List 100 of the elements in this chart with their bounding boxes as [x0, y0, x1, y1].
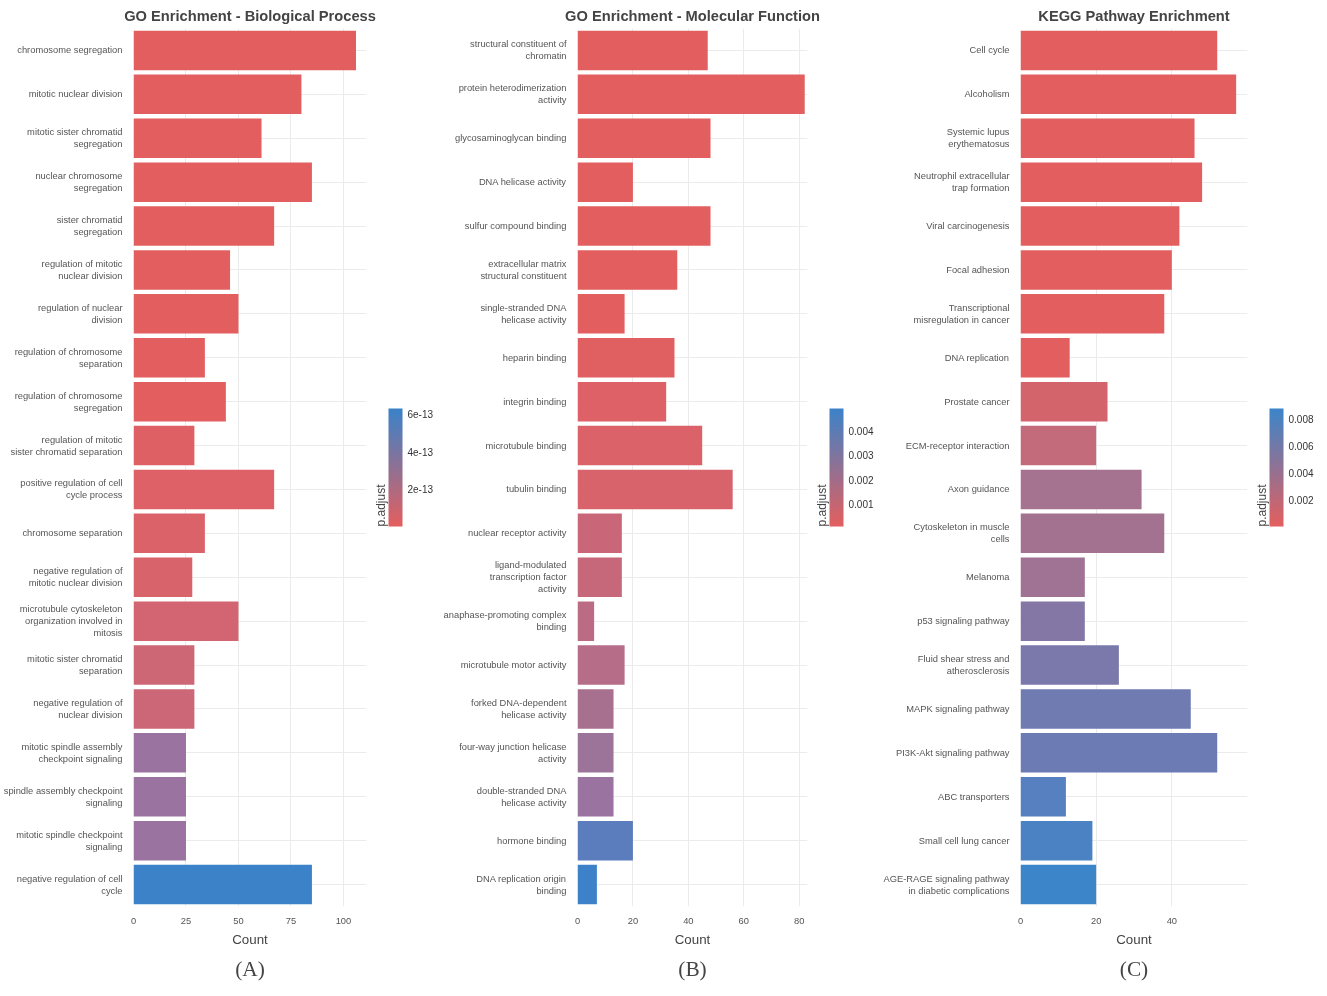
y-tick-label: anaphase-promoting complex binding [443, 610, 567, 633]
bar [133, 425, 195, 466]
y-tick-label: Melanoma [965, 572, 1011, 583]
bar [577, 557, 622, 598]
bar [133, 162, 312, 202]
bar [577, 294, 625, 334]
color-bar-title: p.adjust [373, 483, 388, 527]
bar [577, 74, 805, 115]
color-bar-label: 0.004 [848, 425, 874, 437]
y-tick-label: sister chromatid segregation [56, 215, 123, 238]
bar [133, 733, 186, 773]
y-tick-label: spindle assembly checkpoint signaling [3, 785, 123, 808]
y-tick-label: MAPK signaling pathway [906, 703, 1010, 714]
bar [133, 74, 302, 115]
y-tick-label: regulation of chromosome segregation [14, 390, 123, 413]
y-tick-label: regulation of mitotic nuclear division [41, 258, 123, 281]
chart-title: GO Enrichment - Molecular Function [565, 7, 820, 24]
bar [133, 381, 226, 422]
bar [577, 469, 733, 510]
color-bar-label: 4e-13 [407, 446, 434, 458]
bar [1020, 162, 1203, 202]
color-bar-title: p.adjust [814, 483, 829, 527]
y-tick-label: regulation of chromosome separation [14, 346, 123, 369]
y-tick-label: Fluid shear stress and atherosclerosis [917, 654, 1010, 677]
y-tick-label: microtubule motor activity [460, 660, 567, 671]
bar [1020, 381, 1108, 422]
y-tick-label: structural constituent of chromatin [470, 39, 567, 62]
y-tick-label: ligand-modulated transcription factor activity [489, 560, 567, 595]
bar [1020, 864, 1097, 905]
bar [1020, 74, 1237, 115]
bar [577, 162, 633, 202]
bar [133, 469, 275, 510]
text: (B) [678, 956, 707, 981]
bar [1020, 469, 1142, 510]
bar [577, 864, 597, 905]
text: (A) [235, 956, 265, 981]
y-tick-label: PI3K-Akt signaling pathway [895, 747, 1010, 758]
y-tick-label: microtubule binding [485, 440, 567, 451]
y-tick-label: ABC transporters [937, 791, 1010, 802]
bar [577, 206, 711, 246]
bar [133, 864, 312, 905]
bar [577, 645, 625, 685]
bar [133, 250, 231, 290]
bar [133, 689, 195, 729]
bar [133, 206, 275, 246]
x-tick-label: 20 [627, 915, 639, 926]
bar [133, 513, 205, 554]
bar [133, 118, 262, 159]
y-tick-label: four-way junction helicase activity [459, 741, 567, 764]
y-tick-label: hormone binding [497, 835, 567, 846]
color-bar-label: 0.006 [1288, 441, 1314, 453]
y-tick-label: AGE-RAGE signaling pathway in diabetic complications [883, 873, 1010, 896]
y-tick-label: microtubule cytoskeleton organization involved in mitosis [19, 604, 123, 639]
y-tick-label: double-stranded DNA helicase activity [476, 785, 568, 808]
y-tick-label: integrin binding [503, 396, 567, 407]
bar [1020, 294, 1165, 334]
bar [577, 513, 622, 554]
color-bar-title: p.adjust [1254, 483, 1269, 527]
bar [577, 425, 703, 466]
bar [1020, 820, 1093, 861]
y-tick-label: Alcoholism [964, 89, 1010, 100]
bar [1020, 689, 1191, 729]
x-tick-label: 0 [574, 915, 581, 926]
y-tick-label: mitotic sister chromatid segregation [27, 127, 123, 150]
y-tick-label: DNA replication [944, 352, 1009, 363]
color-bar-label: 0.002 [1288, 494, 1314, 506]
x-tick-label: 0 [1017, 915, 1024, 926]
color-bar-label: 0.004 [1288, 467, 1314, 479]
bar [577, 118, 711, 159]
chart-title: KEGG Pathway Enrichment [1038, 7, 1230, 24]
bar [577, 30, 708, 71]
bar [1020, 250, 1172, 290]
bar [1020, 557, 1085, 598]
y-tick-label: Viral carcinogenesis [926, 221, 1010, 232]
bar [133, 294, 239, 334]
x-tick-label: 25 [180, 915, 192, 926]
bar [1020, 513, 1165, 554]
y-tick-label: Focal adhesion [946, 264, 1010, 275]
bar [1020, 733, 1218, 773]
bar [577, 337, 675, 378]
y-tick-label: mitotic spindle assembly checkpoint signaling [21, 741, 123, 764]
y-tick-label: ECM-receptor interaction [905, 440, 1010, 451]
chart-title: GO Enrichment - Biological Process [124, 7, 376, 24]
y-tick-label: negative regulation of cell cycle [16, 873, 123, 896]
y-tick-label: mitotic nuclear division [28, 89, 123, 100]
y-tick-label: Small cell lung cancer [918, 835, 1010, 846]
y-tick-label: Neutrophil extracellular trap formation [914, 171, 1010, 194]
y-tick-label: tubulin binding [506, 484, 567, 495]
bar [1020, 425, 1097, 466]
y-tick-label: chromosome separation [22, 528, 123, 539]
x-tick-label: 100 [335, 915, 352, 926]
bar [1020, 30, 1218, 71]
x-axis-title: Count [674, 931, 711, 947]
bar [577, 820, 633, 861]
x-tick-label: 20 [1090, 915, 1102, 926]
x-tick-label: 0 [130, 915, 137, 926]
y-tick-label: single-stranded DNA helicase activity [480, 302, 568, 325]
y-tick-label: heparin binding [502, 352, 567, 363]
color-bar-label: 0.001 [848, 499, 874, 511]
y-tick-label: mitotic spindle checkpoint signaling [16, 829, 123, 852]
